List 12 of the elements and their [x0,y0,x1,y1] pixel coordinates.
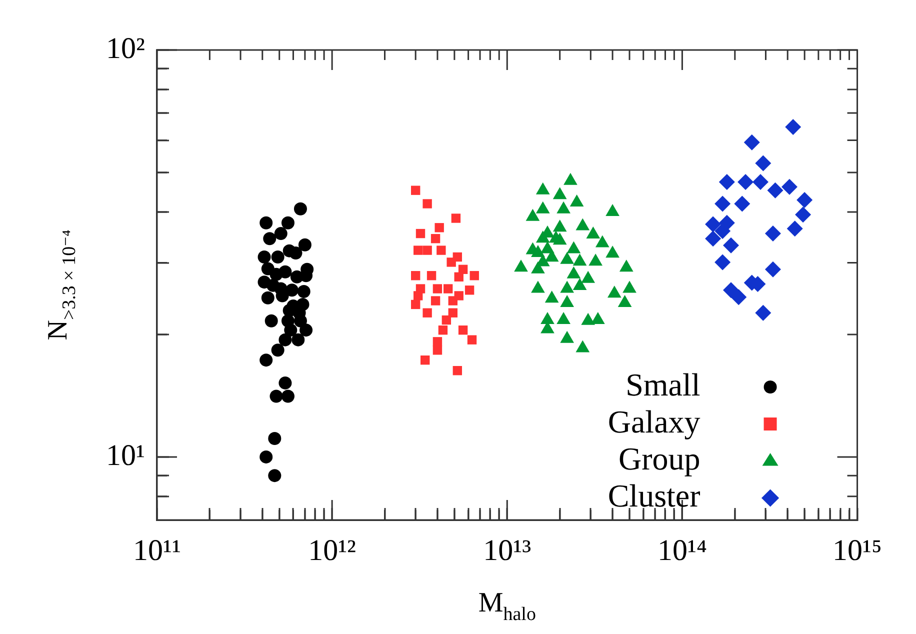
x-tick-label: 10¹¹ [132,534,181,567]
y-tick-label: 10¹ [106,438,145,472]
x-tick-label: 10¹⁵ [832,534,882,567]
y-tick-label: 10² [106,32,145,65]
y-axis-title: N>3.3 × 10⁻⁴ [42,229,80,340]
x-tick-label: 10¹⁴ [657,534,707,567]
legend-label: Group [618,440,700,476]
x-tick-label: 10¹³ [483,534,532,567]
legend-label: Galaxy [608,403,700,440]
legend-label: Cluster [608,477,701,514]
x-tick-label: 10¹² [308,534,356,567]
legend-label: Small [626,366,700,402]
